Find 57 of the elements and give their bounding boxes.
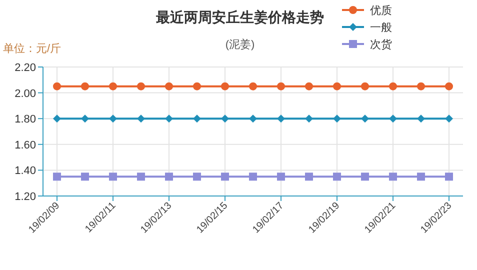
point [333,82,341,90]
y-tick-label: 1.20 [14,191,36,203]
point [417,172,425,181]
point [277,82,285,90]
point [249,114,257,123]
point [305,172,313,181]
y-tick-label: 1.40 [14,165,36,178]
point [361,82,369,90]
point [333,114,341,123]
point [109,82,117,90]
point [109,114,117,123]
point [137,172,145,181]
point [389,114,397,123]
point [389,172,397,181]
point [221,172,229,181]
y-tick-label: 1.60 [14,139,36,152]
point [333,172,341,181]
point [81,114,89,123]
point [445,114,453,123]
point [361,172,369,181]
point [193,82,201,90]
point [417,114,425,123]
legend-label: 次货 [370,39,392,51]
y-tick-label: 2.20 [14,62,36,74]
point [109,172,117,181]
point [305,114,313,123]
point [389,82,397,90]
y-tick-label: 1.80 [14,114,36,126]
point [165,172,173,181]
point [305,82,313,90]
chart-subtitle: (泥姜) [225,38,255,51]
point [165,114,173,123]
point [81,82,89,90]
point [277,114,285,123]
point [277,172,285,181]
point [417,82,425,90]
point [137,82,145,90]
legend-label: 一般 [370,22,392,34]
chart-title: 最近两周安丘生姜价格走势 [155,9,324,25]
point [193,172,201,181]
legend-label: 优质 [370,4,392,17]
point [53,114,61,123]
point [165,82,173,90]
y-axis-title: 单位：元/斤 [3,42,62,55]
point [53,82,61,90]
point [221,82,229,90]
point [81,172,89,181]
point [445,82,453,90]
point [137,114,145,123]
point [249,82,257,90]
point [445,172,453,181]
point [361,114,369,123]
point [193,114,201,123]
point [221,114,229,123]
point [53,172,61,181]
point [249,172,257,181]
y-tick-label: 2.00 [14,88,36,100]
